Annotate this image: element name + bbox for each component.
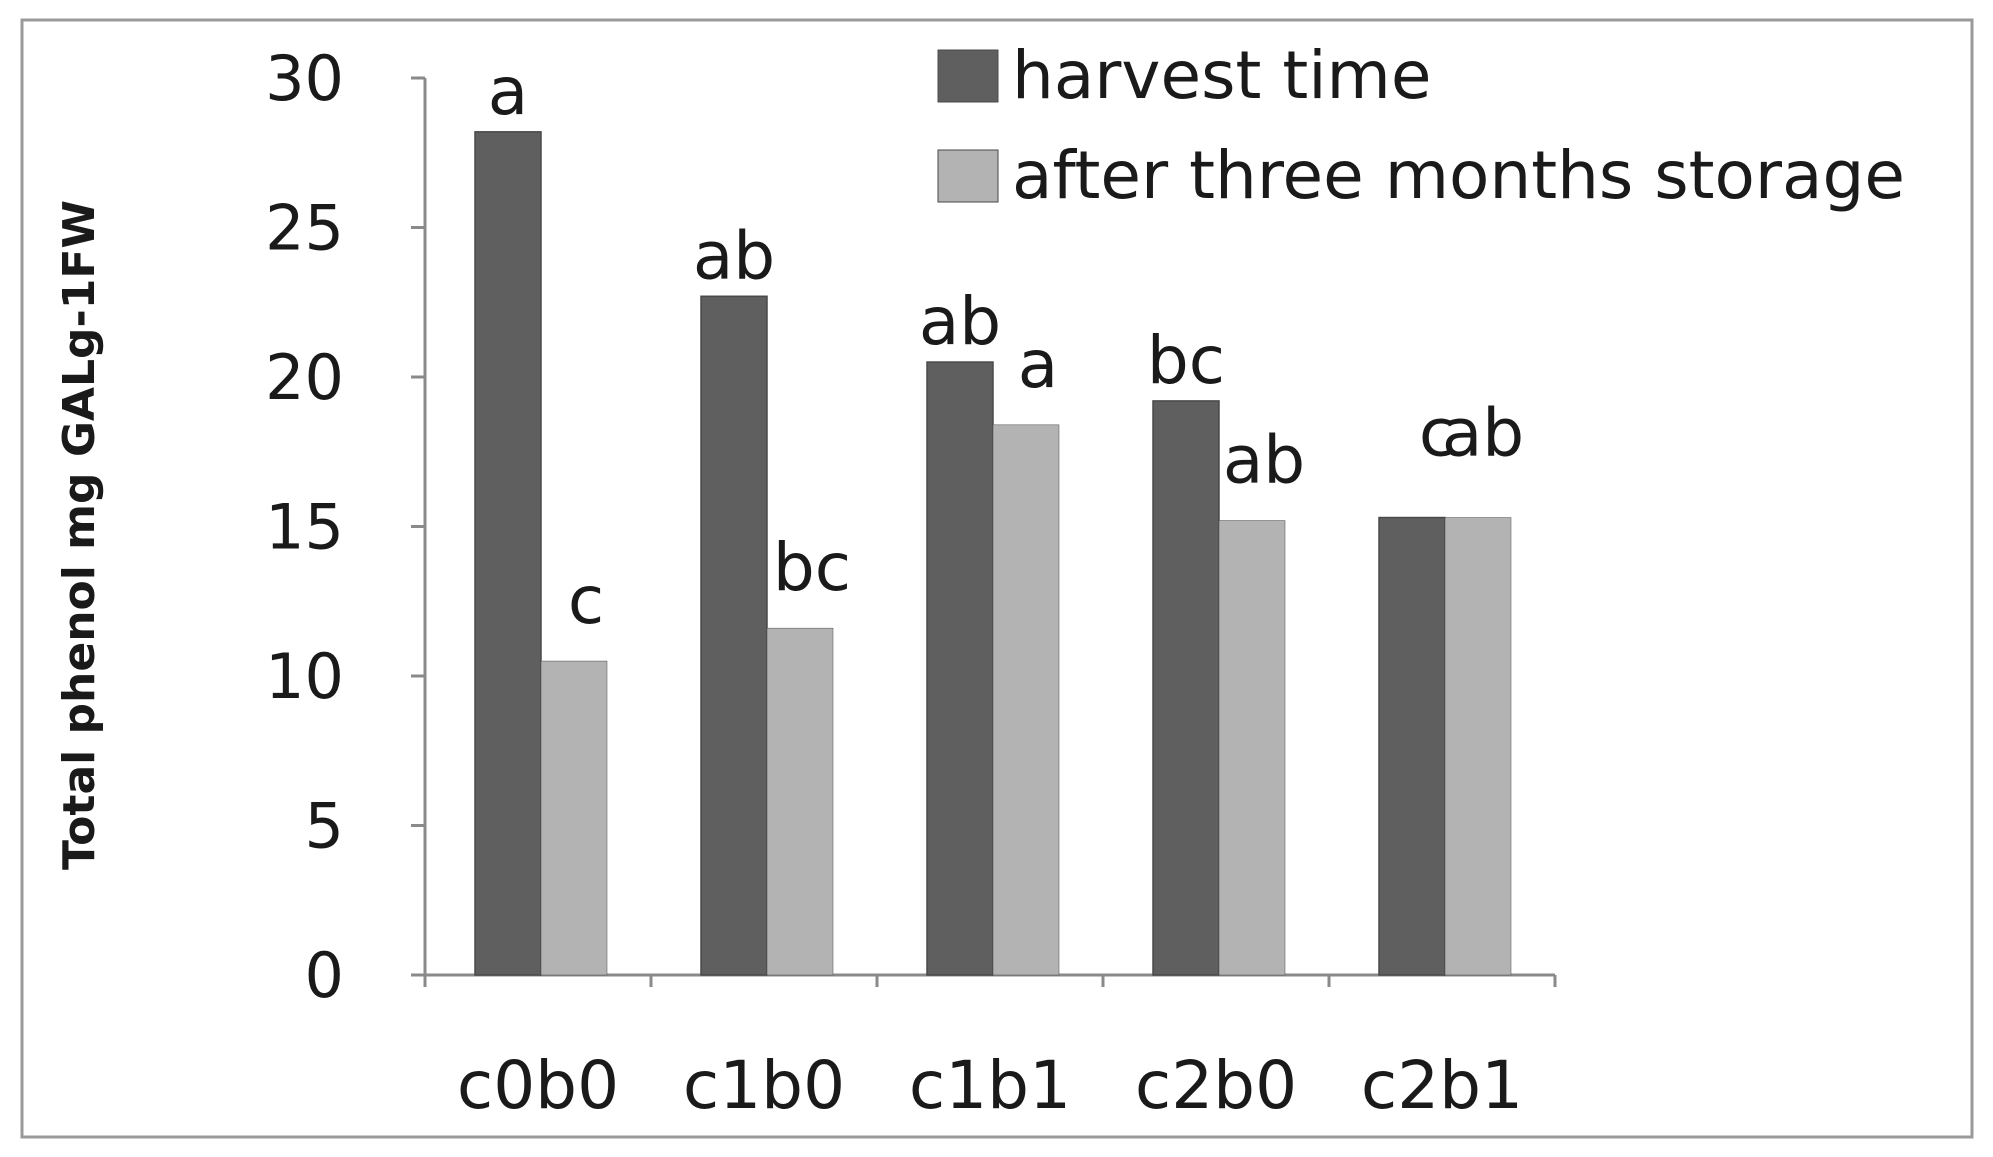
bar-c1b1-series-2 [992, 424, 1060, 976]
y-tick-label: 15 [265, 491, 344, 564]
bar-c2b0-series-2 [1218, 520, 1286, 976]
x-category-label: c1b0 [683, 1047, 845, 1124]
significance-label: ab [919, 283, 1001, 360]
legend: harvest time after three months storage [937, 37, 1905, 214]
axes: 0 5 10 15 20 25 30 [265, 42, 1557, 1012]
bar-c0b0-series-2 [540, 660, 608, 976]
x-category-label: c0b0 [457, 1047, 619, 1124]
y-tick-label: 20 [265, 341, 344, 414]
bar-c0b0-series-1 [474, 131, 542, 976]
bar-c2b1-series-1 [1378, 516, 1446, 976]
legend-label-series-1: harvest time [1012, 37, 1431, 114]
y-axis-title: Total phenol mg GALg-1FW [54, 200, 105, 870]
significance-label: ab [1442, 395, 1524, 472]
significance-label: bc [1147, 322, 1225, 399]
legend-label-series-2: after three months storage [1012, 137, 1905, 214]
bar-c1b0-series-1 [700, 295, 768, 976]
y-tick-label: 0 [305, 939, 344, 1012]
significance-label: ab [1223, 422, 1305, 499]
bar-c1b0-series-2 [766, 627, 834, 976]
legend-swatch-series-2 [937, 149, 999, 203]
significance-label: bc [773, 529, 851, 606]
significance-label: a [1018, 326, 1058, 403]
significance-label: c [568, 562, 604, 639]
y-tick-label: 30 [265, 42, 344, 115]
x-category-label: c2b1 [1361, 1047, 1523, 1124]
significance-label: c [1419, 395, 1455, 472]
legend-swatch-series-1 [937, 49, 999, 103]
significance-label: ab [693, 217, 775, 294]
bar-c2b1-series-2 [1444, 517, 1512, 976]
significance-label: a [488, 53, 528, 130]
bar-c1b1-series-1 [926, 361, 994, 976]
x-category-label: c2b0 [1135, 1047, 1297, 1124]
bar-c2b0-series-1 [1152, 400, 1220, 976]
bars [474, 131, 1512, 976]
y-tick-label: 25 [265, 192, 344, 265]
y-tick-label: 5 [305, 790, 344, 863]
x-category-label: c1b1 [909, 1047, 1071, 1124]
y-tick-label: 10 [265, 640, 344, 713]
